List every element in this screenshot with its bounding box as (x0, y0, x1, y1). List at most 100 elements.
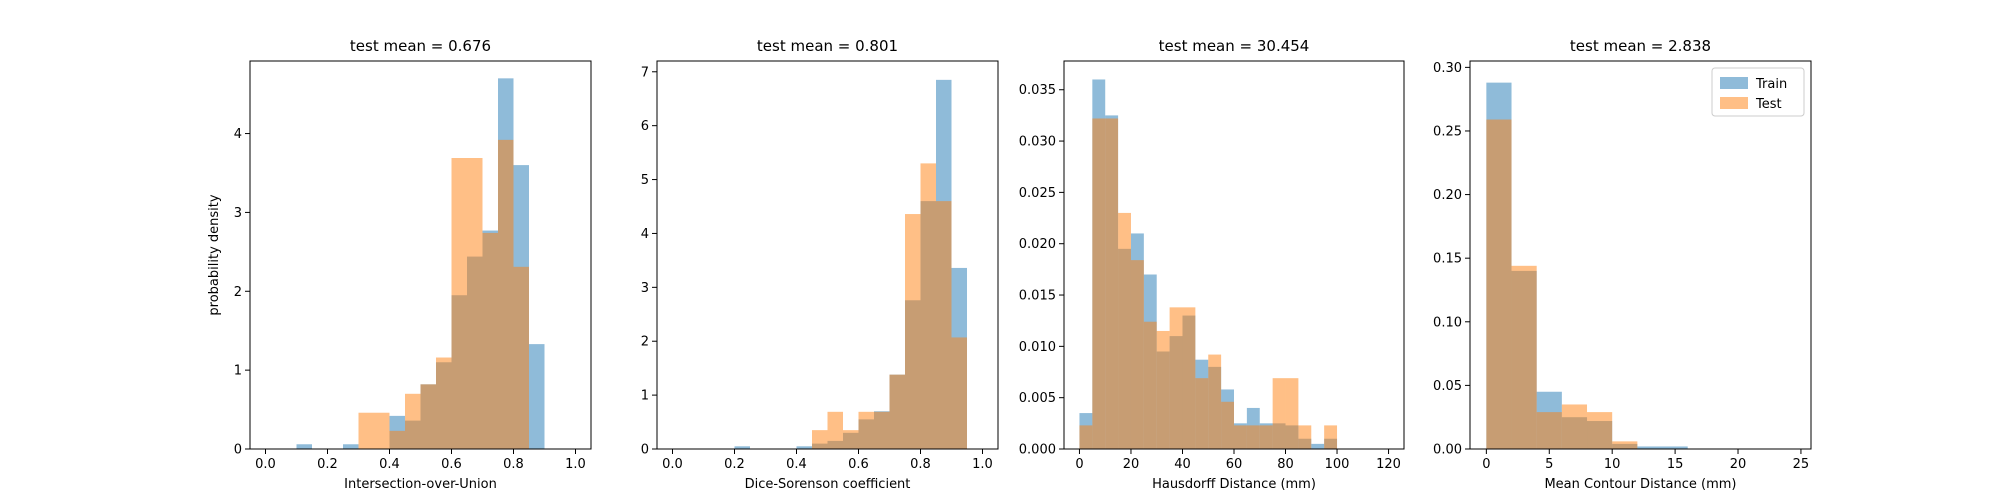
bar-train (296, 444, 312, 449)
series-test-bars (1079, 118, 1338, 450)
bar-test (1298, 425, 1312, 449)
bar-test (1511, 265, 1537, 449)
x-tick-label: 120 (1376, 457, 1401, 472)
y-tick-label: 0.000 (1019, 443, 1056, 458)
chart-title: test mean = 30.454 (1159, 37, 1310, 55)
bar-test (843, 430, 859, 449)
bar-test (1143, 321, 1157, 449)
x-axis-label: Intersection-over-Union (344, 477, 497, 492)
series-test-bars (1486, 119, 1638, 449)
y-tick-label: 0.25 (1433, 124, 1462, 139)
legend: Train Test (1711, 67, 1805, 117)
bar-test (858, 411, 874, 449)
y-tick-label: 0.035 (1019, 83, 1056, 98)
bar-train (796, 446, 812, 449)
x-tick-label: 0.8 (910, 457, 931, 472)
x-tick-label: 100 (1325, 457, 1350, 472)
bar-test (1612, 441, 1638, 449)
chart-title: test mean = 0.676 (350, 37, 491, 55)
y-tick-label: 6 (641, 119, 649, 134)
bar-test (1092, 118, 1106, 450)
x-tick-label: 0.4 (786, 457, 807, 472)
y-tick-label: 0.15 (1433, 252, 1462, 267)
bar-test (467, 158, 483, 449)
x-tick-label: 60 (1226, 457, 1243, 472)
bar-test (827, 411, 843, 449)
y-tick-label: 3 (234, 206, 242, 221)
y-tick-label: 0.20 (1433, 188, 1462, 203)
bar-test (1561, 404, 1588, 449)
y-tick-label: 0.015 (1019, 289, 1056, 304)
y-axis-label: probability density (207, 194, 222, 315)
y-tick-label: 1 (234, 364, 242, 379)
bar-test (1259, 425, 1273, 449)
bar-test (389, 430, 405, 449)
bar-test (1105, 118, 1119, 450)
bar-test (482, 232, 498, 449)
bar-test (1156, 330, 1170, 449)
y-tick-label: 4 (641, 227, 649, 242)
bar-test (451, 158, 467, 449)
x-tick-label: 10 (1604, 457, 1621, 472)
x-tick-label: 0.0 (255, 457, 276, 472)
x-tick-label: 1.0 (565, 457, 586, 472)
legend-label-test: Test (1755, 97, 1782, 112)
bar-test (1169, 307, 1183, 449)
x-tick-label: 0 (1075, 457, 1083, 472)
bar-test (1324, 425, 1338, 449)
series-test-bars (812, 163, 967, 449)
bar-test (1079, 425, 1093, 449)
x-tick-label: 20 (1730, 457, 1747, 472)
series-test-bars (358, 139, 529, 449)
bar-test (1208, 354, 1222, 449)
x-tick-label: 0.6 (441, 457, 462, 472)
x-tick-label: 1.0 (972, 457, 993, 472)
bar-train (1311, 443, 1325, 449)
bar-test (1486, 119, 1512, 449)
y-tick-label: 4 (234, 127, 242, 142)
bar-test (498, 139, 514, 449)
x-tick-label: 0.2 (724, 457, 745, 472)
y-tick-label: 0.025 (1019, 186, 1056, 201)
bar-test (1587, 412, 1613, 449)
legend-label-train: Train (1755, 77, 1787, 92)
bar-test (1182, 307, 1196, 449)
y-tick-label: 5 (641, 173, 649, 188)
y-tick-label: 2 (234, 285, 242, 300)
x-tick-label: 5 (1545, 457, 1553, 472)
bar-test (1536, 412, 1562, 449)
bar-test (420, 384, 436, 449)
axes-frame (249, 60, 592, 450)
bar-train (343, 444, 359, 449)
bar-test (1234, 425, 1247, 449)
bar-test (374, 412, 390, 449)
bar-test (1272, 378, 1286, 449)
bar-test (1285, 378, 1299, 449)
y-tick-label: 0.10 (1433, 315, 1462, 330)
y-tick-label: 0.00 (1433, 443, 1462, 458)
chart-panel-4: 0 5 10 15 20 25 0.00 0.05 0.10 0.15 0.20 0.25 0.30 te… (1433, 37, 1812, 492)
x-tick-label: 0.4 (379, 457, 400, 472)
x-tick-label: 0.6 (848, 457, 869, 472)
x-tick-label: 0.0 (662, 457, 683, 472)
bar-train (529, 344, 545, 449)
chart-panel-3: 0 20 40 60 80 100 120 0.000 0.005 0.010 0.015 0.020… (1019, 37, 1405, 492)
x-tick-label: 0.2 (317, 457, 338, 472)
bar-test (436, 357, 452, 449)
x-tick-label: 0.8 (503, 457, 524, 472)
y-tick-label: 3 (641, 281, 649, 296)
bar-test (1195, 378, 1209, 449)
bar-test (889, 374, 905, 449)
y-tick-label: 0.020 (1019, 237, 1056, 252)
legend-swatch-test (1720, 97, 1748, 109)
chart-panel-2: 0.0 0.2 0.4 0.6 0.8 1.0 0 1 2 3 4 5 6 7 test mean = 0.… (641, 37, 999, 492)
y-tick-label: 0.005 (1019, 391, 1056, 406)
x-axis-label: Mean Contour Distance (mm) (1544, 477, 1736, 492)
bar-test (951, 337, 967, 449)
bar-train (734, 446, 750, 449)
y-tick-label: 0 (641, 443, 649, 458)
x-tick-label: 25 (1793, 457, 1810, 472)
bar-test (513, 266, 529, 449)
legend-swatch-train (1720, 77, 1748, 89)
